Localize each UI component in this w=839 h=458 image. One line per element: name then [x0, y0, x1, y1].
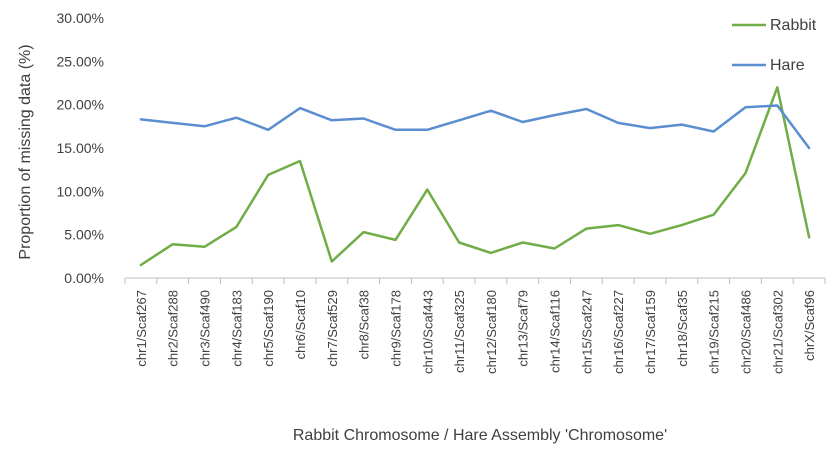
series-lines	[139, 86, 811, 267]
series-line-rabbit	[139, 86, 811, 267]
x-tick-label: chr4/Scaf183	[229, 290, 244, 367]
x-axis: chr1/Scaf267 chr2/Scaf288 chr3/Scaf490 chr4…	[124, 277, 826, 374]
x-axis-title: Rabbit Chromosome / Hare Assembly 'Chrom…	[293, 427, 667, 444]
y-axis-ticks: 0.00% 5.00% 10.00% 15.00% 20.00% 25.00% 30.00%	[57, 10, 104, 286]
legend-label-hare: Hare	[770, 57, 805, 74]
legend-label-rabbit: Rabbit	[770, 17, 817, 34]
x-tick-label: chr2/Scaf288	[166, 290, 181, 367]
x-tick-label: chr7/Scaf529	[325, 290, 340, 367]
x-tick-label: chr8/Scaf38	[357, 290, 372, 359]
x-tick-label: chr6/Scaf10	[293, 290, 308, 359]
x-tick-label: chrX/Scaf96	[802, 290, 817, 361]
x-tick-label: chr16/Scaf227	[611, 290, 626, 374]
x-tick-label: chr18/Scaf35	[675, 290, 690, 367]
y-tick-label: 5.00%	[64, 227, 104, 243]
x-tick-label: chr19/Scaf215	[707, 290, 722, 374]
y-tick-label: 15.00%	[57, 140, 104, 156]
x-tick-label: chr9/Scaf178	[388, 290, 403, 367]
x-tick-label: chr21/Scaf302	[770, 290, 785, 374]
x-tick-label: chr13/Scaf79	[516, 290, 531, 367]
x-tick-label: chr11/Scaf325	[452, 290, 467, 373]
x-tick-label: chr10/Scaf443	[420, 290, 435, 374]
x-tick-label: chr14/Scaf116	[548, 290, 563, 373]
x-tick-label: chr5/Scaf190	[261, 290, 276, 367]
y-tick-label: 25.00%	[57, 53, 104, 69]
y-tick-label: 20.00%	[57, 97, 104, 113]
y-axis-title: Proportion of missing data (%)	[17, 44, 34, 259]
y-tick-label: 30.00%	[57, 10, 104, 26]
x-tick-label: chr3/Scaf490	[198, 290, 213, 367]
y-tick-label: 0.00%	[64, 270, 104, 286]
x-tick-label: chr12/Scaf180	[484, 290, 499, 374]
x-tick-label: chr15/Scaf247	[579, 290, 594, 374]
legend: Rabbit Hare	[732, 17, 817, 74]
y-tick-label: 10.00%	[57, 183, 104, 199]
x-tick-label: chr17/Scaf159	[643, 290, 658, 374]
series-line-hare	[139, 104, 811, 150]
x-tick-label: chr1/Scaf267	[134, 290, 149, 367]
x-tick-label: chr20/Scaf486	[738, 290, 753, 374]
